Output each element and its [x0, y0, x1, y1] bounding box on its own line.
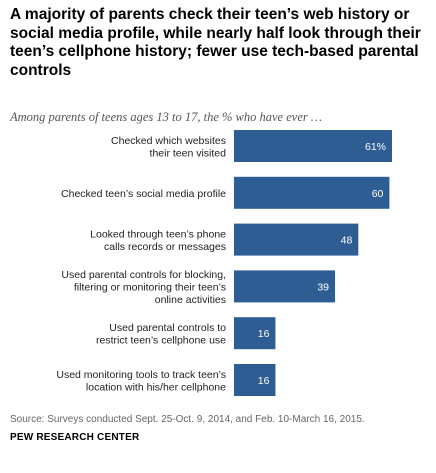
- category-label-0: Checked which websites their teen visited: [111, 135, 226, 160]
- category-label-line: filtering or monitoring their teen’s: [74, 281, 226, 293]
- category-label-line: their teen visited: [150, 147, 227, 159]
- value-label-5: 16: [258, 375, 270, 387]
- value-label-2: 48: [341, 235, 353, 247]
- bar-0: [234, 130, 392, 162]
- value-label-3: 39: [317, 281, 329, 293]
- bar-2: [234, 223, 359, 256]
- source-note: Source: Surveys conducted Sept. 25-Oct. …: [10, 414, 365, 425]
- bar-4: [234, 317, 276, 350]
- category-label-line: Used parental controls to: [109, 322, 226, 334]
- category-label-line: location with his/her cellphone: [86, 381, 226, 393]
- bar-5: [234, 364, 276, 396]
- bar-chart: 61% Checked which websites their teen visi…: [56, 130, 392, 396]
- category-label-line: Used monitoring tools to track teen’s: [56, 369, 226, 381]
- category-label-line: online activities: [155, 294, 226, 306]
- chart-title: A majority of parents check their teen’s…: [10, 6, 421, 79]
- category-label-line: calls records or messages: [104, 241, 226, 253]
- category-label-1: Checked teen’s social media profile: [61, 188, 226, 200]
- value-label-4: 16: [258, 328, 270, 340]
- category-label-line: Checked which websites: [111, 135, 226, 147]
- category-label-line: Looked through teen’s phone: [90, 228, 226, 240]
- category-label-2: Looked through teen’s phone calls records…: [90, 228, 226, 253]
- value-label-0: 61%: [365, 141, 386, 153]
- category-label-4: Used parental controls to restrict teen’s…: [96, 322, 226, 347]
- category-label-3: Used parental controls for blocking, filt…: [61, 269, 226, 306]
- category-label-line: Checked teen’s social media profile: [61, 188, 226, 200]
- chart-subtitle: Among parents of teens ages 13 to 17, th…: [10, 110, 322, 124]
- category-label-line: Used parental controls for blocking,: [61, 269, 226, 281]
- category-label-line: restrict teen’s cellphone use: [96, 334, 226, 346]
- organization-name: PEW RESEARCH CENTER: [10, 432, 140, 443]
- value-label-1: 60: [372, 188, 384, 200]
- bar-3: [234, 270, 336, 303]
- category-label-5: Used monitoring tools to track teen’s loc…: [56, 369, 226, 394]
- bar-1: [234, 176, 390, 209]
